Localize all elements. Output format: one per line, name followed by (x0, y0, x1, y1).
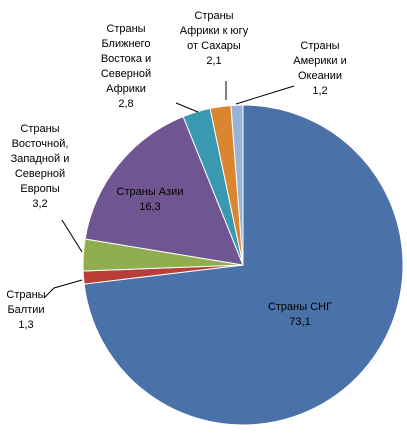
slice-category-label: Америки и (293, 55, 346, 67)
slice-category-label: Страны (6, 289, 45, 301)
slice-category-label: Страны СНГ (268, 301, 332, 313)
slice-value-label: 16,3 (139, 201, 160, 213)
pie-slice (83, 104, 404, 426)
slice-value-label: 3,2 (32, 198, 47, 210)
slice-label: Страны Азии 16,3 (117, 186, 184, 213)
slice-category-label: Востока и (101, 53, 151, 65)
slice-category-label: от Сахары (187, 40, 241, 52)
leader-line (43, 279, 83, 299)
slice-category-label: Африки (106, 83, 146, 95)
slice-category-label: Страны (106, 23, 145, 35)
slice-category-label: Страны Азии (117, 186, 184, 198)
slice-label: Страны Африки к югу от Сахары 2,1 (180, 10, 249, 67)
slice-category-label: Ближнего (101, 38, 150, 50)
slice-category-label: Европы (20, 183, 59, 195)
slice-label: Страны СНГ 73,1 (268, 301, 332, 328)
slice-category-label: Северной (15, 168, 65, 180)
slice-category-label: Африки к югу (180, 25, 249, 37)
slice-value-label: 1,3 (18, 319, 33, 331)
slice-value-label: 2,1 (206, 55, 221, 67)
slice-value-label: 73,1 (289, 316, 310, 328)
slice-category-label: Восточной, (12, 138, 69, 150)
slice-category-label: Океании (298, 70, 342, 82)
slice-category-label: Страны (300, 40, 339, 52)
slice-category-label: Северной (101, 68, 151, 80)
leader-line (175, 102, 199, 113)
slice-label: Страны Восточной, Западной и Северной Европы… (11, 123, 70, 210)
slice-label: Страны Балтии 1,3 (6, 289, 45, 331)
slices-layer (82, 104, 404, 426)
leader-line (61, 219, 83, 253)
slice-label: Страны Ближнего Востока и Северной Африки 2,8 (101, 23, 151, 110)
pie-slice (84, 115, 244, 266)
pie-slice (230, 104, 244, 266)
slice-category-label: Страны (194, 10, 233, 22)
labels-layer: Страны СНГ 73,1 Страны Балтии 1,3 Страны Восто… (6, 10, 346, 331)
leader-line (235, 85, 295, 105)
slice-category-label: Страны (20, 123, 59, 135)
leader-lines-layer (43, 81, 295, 299)
slice-value-label: 2,8 (118, 98, 133, 110)
slice-category-label: Западной и (11, 153, 70, 165)
slice-value-label: 1,2 (312, 85, 327, 97)
slice-label: Страны Америки и Океании 1,2 (293, 40, 346, 97)
slice-category-label: Балтии (7, 304, 44, 316)
